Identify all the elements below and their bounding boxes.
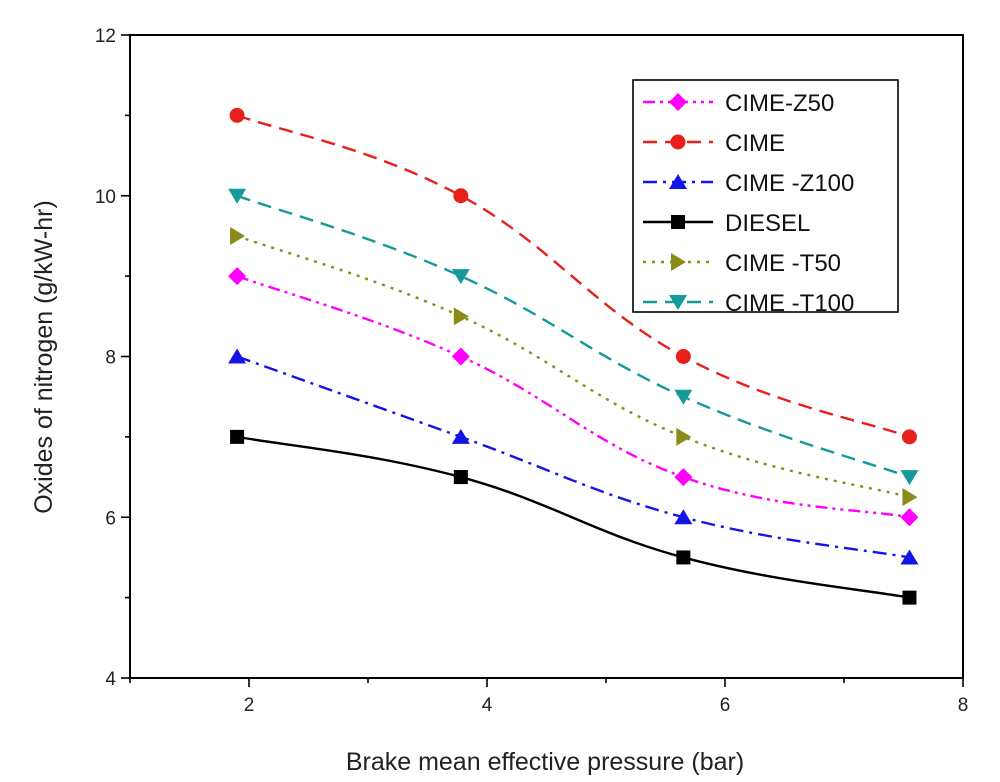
data-point xyxy=(675,349,691,364)
data-point xyxy=(228,188,247,204)
legend-label: CIME -T100 xyxy=(725,290,854,317)
x-tick-label: 8 xyxy=(958,695,969,716)
series-cime-z100 xyxy=(228,348,919,565)
data-point xyxy=(229,107,245,123)
y-tick-label: 6 xyxy=(105,508,116,529)
data-point xyxy=(902,590,917,605)
series-cime xyxy=(229,107,917,445)
legend-item: CIME xyxy=(643,130,785,157)
series-cime-z50 xyxy=(228,267,919,527)
series-diesel xyxy=(230,429,917,605)
series-cime-t50 xyxy=(230,226,918,507)
series-layer xyxy=(228,107,919,605)
y-tick-label: 12 xyxy=(95,26,116,47)
legend-label: CIME xyxy=(725,130,785,157)
series-line xyxy=(236,355,910,559)
x-tick-label: 4 xyxy=(482,695,493,716)
series-cime-t100 xyxy=(228,188,919,486)
data-point xyxy=(453,188,469,204)
y-axis: 4 6 8 10 12 xyxy=(95,26,130,690)
series-line xyxy=(236,114,910,439)
x-tick-label: 6 xyxy=(720,695,731,716)
legend-item: CIME -Z100 xyxy=(643,170,854,197)
legend-item: CIME -T100 xyxy=(643,290,854,317)
y-tick-label: 4 xyxy=(105,669,116,690)
series-line xyxy=(236,194,910,479)
legend-item: CIME-Z50 xyxy=(643,90,834,117)
data-point xyxy=(453,307,469,326)
data-point xyxy=(230,226,246,245)
x-tick-label: 2 xyxy=(244,695,255,716)
data-point xyxy=(230,429,245,444)
y-axis-title: Oxides of nitrogen (g/kW-hr) xyxy=(30,200,58,514)
legend: CIME-Z50 CIME CIME -Z100 DIESEL CIME -T50 CIM… xyxy=(632,79,899,317)
data-point xyxy=(676,427,692,446)
series-line xyxy=(236,274,910,519)
y-tick-label: 10 xyxy=(95,187,116,208)
data-point xyxy=(453,470,468,485)
data-point xyxy=(228,267,247,286)
legend-item: DIESEL xyxy=(643,210,810,237)
data-point xyxy=(451,269,470,285)
legend-marker xyxy=(671,253,686,271)
data-point xyxy=(228,348,247,364)
data-point xyxy=(674,389,693,405)
legend-marker xyxy=(669,295,687,310)
data-point xyxy=(900,470,919,486)
legend-marker xyxy=(669,93,687,111)
legend-marker xyxy=(671,215,685,229)
data-point xyxy=(451,347,470,366)
legend-marker xyxy=(670,134,686,150)
series-line xyxy=(236,435,910,599)
legend-label: CIME-Z50 xyxy=(725,90,834,117)
legend-label: CIME -Z100 xyxy=(725,170,854,197)
data-point xyxy=(900,508,919,527)
data-point xyxy=(900,549,919,565)
legend-label: DIESEL xyxy=(725,210,810,237)
legend-box xyxy=(632,79,899,313)
data-point xyxy=(902,488,918,507)
x-axis-title: Brake mean effective pressure (bar) xyxy=(346,748,744,776)
y-tick-label: 8 xyxy=(105,348,116,369)
data-point xyxy=(674,468,693,487)
data-point xyxy=(451,428,470,444)
legend-marker xyxy=(669,174,687,189)
legend-item: CIME -T50 xyxy=(643,250,841,277)
data-point xyxy=(674,509,693,525)
data-point xyxy=(901,429,917,445)
x-axis: 2 4 6 8 xyxy=(129,678,969,716)
legend-label: CIME -T50 xyxy=(725,250,841,277)
data-point xyxy=(676,550,691,565)
